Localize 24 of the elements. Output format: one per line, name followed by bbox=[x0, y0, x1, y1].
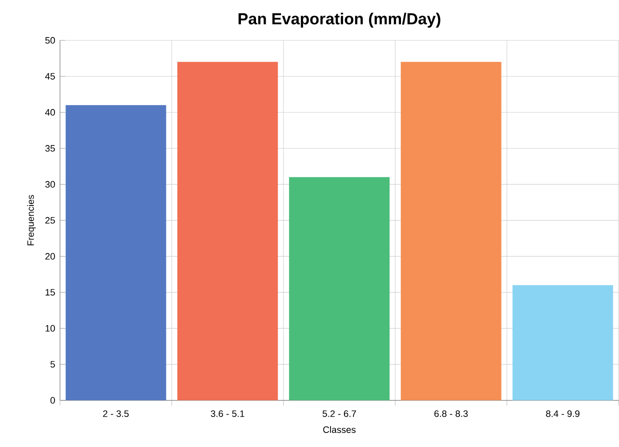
y-axis-title: Frequencies bbox=[27, 194, 36, 246]
y-tick-label: 30 bbox=[45, 181, 55, 188]
y-tick-label: 0 bbox=[50, 397, 55, 404]
bar bbox=[289, 177, 390, 400]
bar bbox=[177, 62, 278, 400]
x-tick-label: 5.2 - 6.7 bbox=[322, 410, 356, 417]
y-tick-label: 45 bbox=[45, 73, 55, 80]
y-tick-label: 15 bbox=[46, 289, 55, 296]
y-tick-label: 40 bbox=[45, 109, 55, 116]
y-tick-label: 35 bbox=[45, 145, 55, 152]
x-tick-label: 3.6 - 5.1 bbox=[210, 410, 244, 417]
y-tick-label: 10 bbox=[46, 325, 55, 332]
y-tick-label: 25 bbox=[45, 217, 55, 224]
bar bbox=[400, 62, 502, 400]
bar bbox=[66, 105, 166, 400]
y-tick-label: 50 bbox=[45, 37, 55, 44]
x-axis-title: Classes bbox=[323, 426, 356, 433]
bar bbox=[512, 285, 614, 400]
x-tick-label: 6.8 - 8.3 bbox=[434, 410, 468, 417]
y-tick-label: 5 bbox=[50, 361, 55, 368]
chart-title: Pan Evaporation (mm/Day) bbox=[238, 12, 440, 28]
x-tick-label: 2 - 3.5 bbox=[103, 410, 129, 417]
y-tick-label: 20 bbox=[45, 253, 55, 260]
x-tick-label: 8.4 - 9.9 bbox=[546, 410, 580, 417]
